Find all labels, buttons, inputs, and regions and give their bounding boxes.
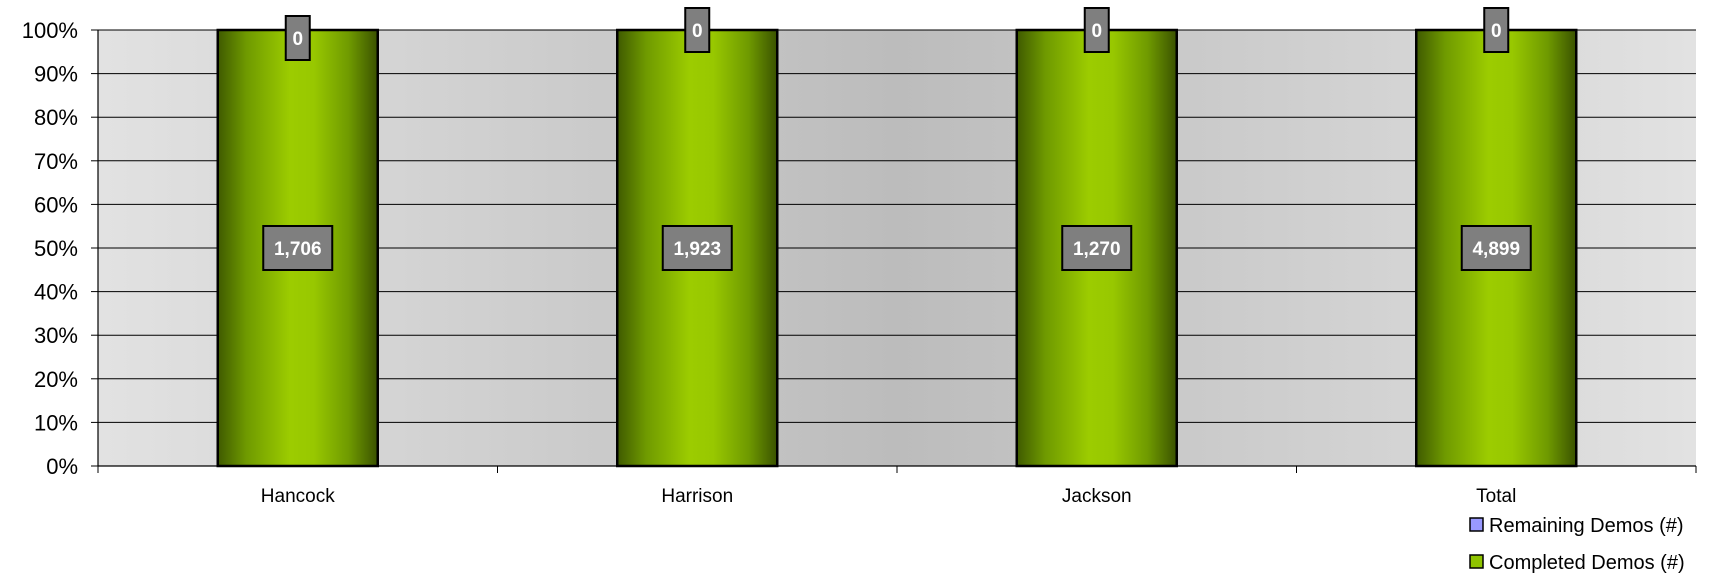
legend-swatch-remaining [1469, 517, 1484, 532]
data-label-completed-hancock: 1,706 [274, 239, 322, 260]
data-label-box-remaining [684, 7, 711, 53]
y-tick-label: 50% [34, 236, 78, 261]
y-tick-label: 0% [46, 454, 78, 479]
data-labels: 1,706 0 1,923 0 1,270 0 4,899 0 [262, 7, 1532, 271]
data-label-remaining-hancock: 0 [292, 29, 303, 50]
data-label-remaining-jackson: 0 [1091, 21, 1102, 42]
category-label-hancock: Hancock [261, 486, 335, 507]
bars [216, 28, 1578, 468]
y-tick-label: 70% [34, 149, 78, 174]
data-label-box-remaining [284, 15, 311, 61]
y-tick-label: 100% [22, 18, 78, 43]
category-label-jackson: Jackson [1062, 486, 1132, 507]
y-tick-labels: 0% 10% 20% 30% 40% 50% 60% 70% 80% 90% 100% [22, 18, 78, 479]
data-label-remaining-total: 0 [1491, 21, 1502, 42]
y-tick-label: 60% [34, 192, 78, 217]
legend-item-remaining: Remaining Demos (#) [1469, 515, 1684, 537]
legend: Remaining Demos (#) Completed Demos (#) [1469, 515, 1685, 574]
category-label-total: Total [1476, 486, 1516, 507]
y-tick-label: 30% [34, 323, 78, 348]
legend-label-remaining: Remaining Demos (#) [1489, 515, 1684, 537]
data-label-completed-harrison: 1,923 [673, 239, 721, 260]
data-label-box-remaining [1483, 7, 1510, 53]
data-label-remaining-harrison: 0 [692, 21, 703, 42]
category-labels: Hancock Harrison Jackson Total [261, 486, 1517, 507]
data-label-box-remaining [1083, 7, 1110, 53]
y-tick-label: 10% [34, 410, 78, 435]
data-label-box-completed [1460, 225, 1532, 271]
data-label-completed-total: 4,899 [1472, 239, 1520, 260]
legend-item-completed: Completed Demos (#) [1469, 552, 1685, 574]
data-label-box-completed [1061, 225, 1133, 271]
y-tick-label: 90% [34, 62, 78, 87]
y-tick-label: 20% [34, 367, 78, 392]
category-label-harrison: Harrison [661, 486, 733, 507]
data-label-box-completed [262, 225, 334, 271]
legend-label-completed: Completed Demos (#) [1489, 552, 1685, 574]
data-label-completed-jackson: 1,270 [1073, 239, 1121, 260]
legend-swatch-completed [1469, 554, 1484, 569]
y-tick-label: 80% [34, 105, 78, 130]
y-tick-label: 40% [34, 280, 78, 305]
axes [91, 29, 1697, 473]
data-label-box-completed [661, 225, 733, 271]
